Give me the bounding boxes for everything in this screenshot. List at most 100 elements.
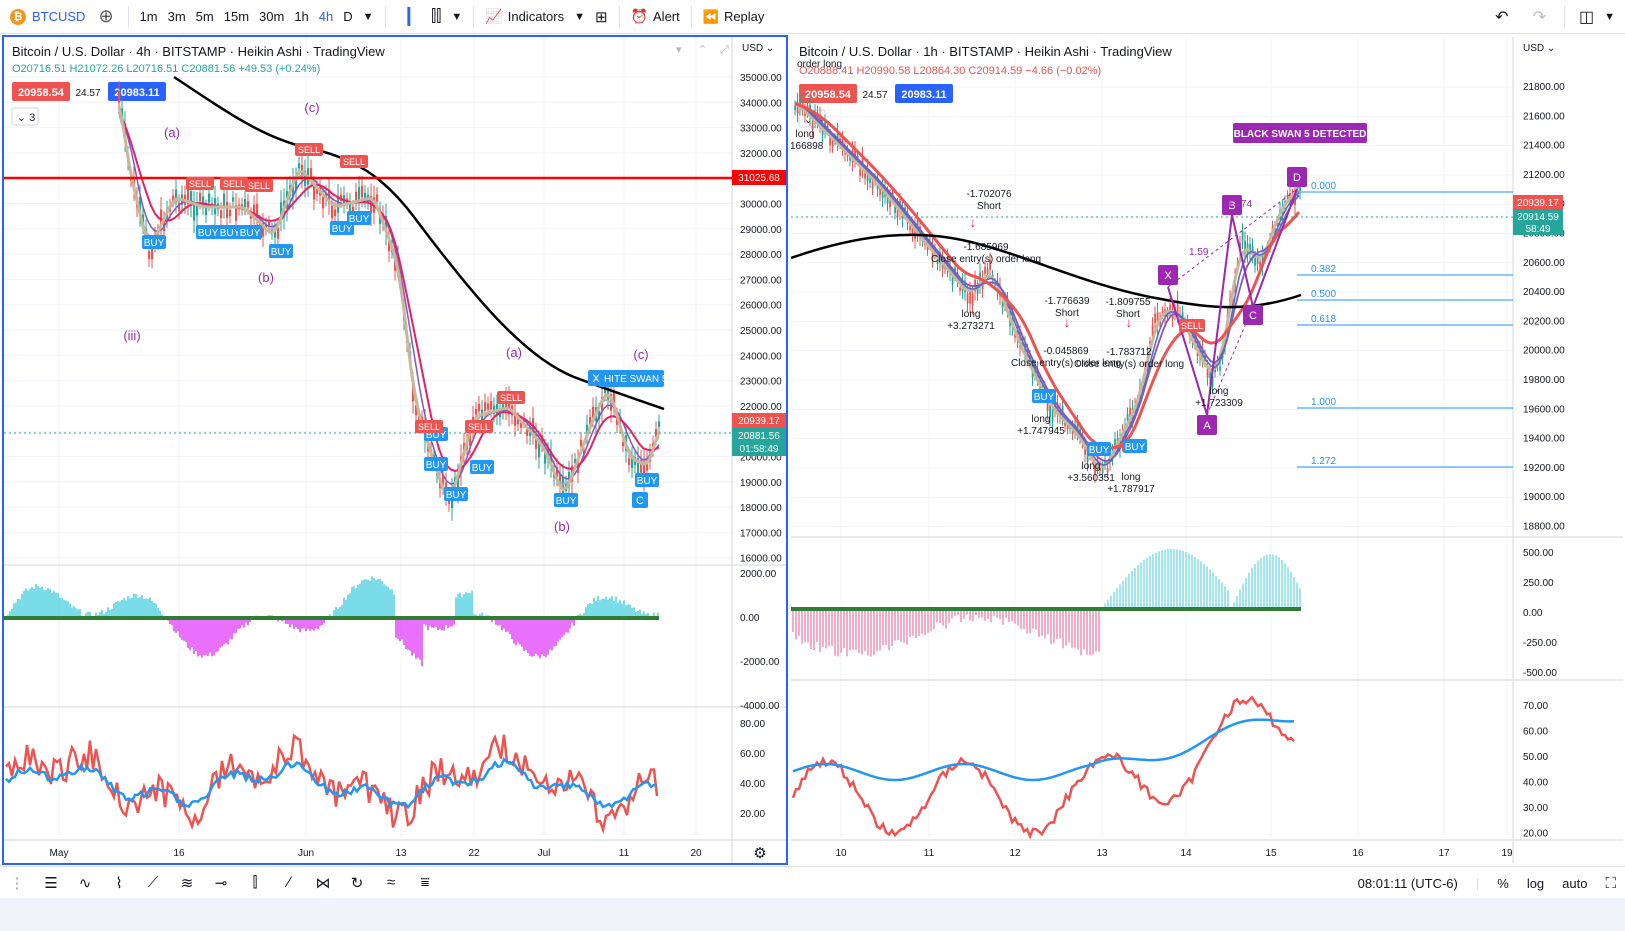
timer-label: 01:58:49 (740, 444, 779, 455)
layout-dropdown-icon[interactable]: ▼ (1604, 10, 1615, 23)
interval-1h[interactable]: 1h (294, 9, 309, 24)
indicators-button[interactable]: 📈 Indicators (480, 0, 569, 34)
price-tick: 21600.00 (1523, 111, 1565, 122)
candle-body (265, 223, 268, 230)
compare-add-icon[interactable]: ⊕ (98, 6, 114, 26)
candle-body (160, 209, 163, 227)
candle-body (277, 227, 280, 239)
trade-annotation-tag: +1.723309 (1195, 398, 1243, 409)
candle-body (637, 458, 640, 474)
interval-3m[interactable]: 3m (167, 9, 186, 24)
interval-dropdown-icon[interactable]: ▼ (362, 10, 374, 23)
buy-signal-box (1087, 442, 1111, 456)
pattern-b-box (1222, 195, 1242, 215)
fib-label: 0.382 (1311, 264, 1336, 275)
trade-annotation-value: -1.702076 (966, 189, 1011, 200)
ema-red (118, 111, 660, 472)
rsi-slow (792, 718, 1295, 782)
bar-style-icon[interactable]: ▕▏ (396, 8, 422, 26)
buy-signal: BUY (472, 463, 493, 474)
buy-signal-box (444, 487, 468, 501)
chart-canvas-4h[interactable]: Bitcoin / U.S. Dollar · 4h · BITSTAMP · … (4, 37, 786, 863)
log-toggle[interactable]: log (1526, 875, 1545, 891)
candle-body (622, 442, 625, 447)
candle-body (358, 186, 361, 202)
candle-body (643, 460, 646, 479)
rsi-tick: 40.00 (1523, 778, 1548, 789)
layout-icon[interactable]: ⊞ (595, 8, 608, 26)
trend-tool-icon[interactable]: ⟋ (147, 874, 159, 891)
candle-body (1114, 439, 1116, 449)
clock-time[interactable]: 08:01:11 (UTC-6) (1357, 875, 1458, 891)
wave-label: (a) (506, 345, 522, 360)
trade-annotation-tag: Short (1116, 309, 1140, 320)
indicators-dropdown-icon[interactable]: ▼ (574, 10, 585, 23)
candle-body (235, 205, 238, 221)
chart-type-dropdown-icon[interactable]: ▼ (451, 10, 463, 23)
undo-icon[interactable]: ↶ (1495, 8, 1509, 26)
candle-body (811, 121, 814, 130)
chart-panel-1h[interactable]: Bitcoin / U.S. Dollar · 1h · BITSTAMP · … (789, 35, 1625, 865)
candle-body (864, 171, 866, 179)
fib-tool-icon[interactable]: ∿ (78, 874, 92, 892)
settings-lines-icon[interactable]: ⩸ (420, 874, 430, 891)
candle-body (388, 237, 391, 252)
interval-15m[interactable]: 15m (223, 9, 250, 24)
candle-type-icon[interactable]: ⫿⫿ (431, 7, 442, 25)
candle-body (1086, 450, 1089, 463)
interval-5m[interactable]: 5m (195, 9, 214, 24)
cycle-tool-icon[interactable]: ↻ (350, 874, 364, 892)
candle-body (794, 105, 796, 111)
pattern-b: B (1228, 200, 1235, 212)
candle-body (361, 185, 364, 198)
candle-body (1244, 240, 1246, 254)
interval-D[interactable]: D (343, 9, 353, 24)
candle-body (1256, 255, 1259, 265)
percent-toggle[interactable]: % (1497, 875, 1509, 891)
fullscreen-icon[interactable]: ⛶ (1605, 874, 1616, 892)
candle-body (334, 209, 337, 216)
drag-handle-icon[interactable]: ⋮ (9, 874, 25, 892)
interval-30m[interactable]: 30m (259, 9, 285, 24)
redo-icon[interactable]: ↷ (1532, 8, 1546, 26)
bars-tool-icon[interactable]: ⫿ (252, 874, 258, 891)
ray-tool-icon[interactable]: ∕ (287, 874, 291, 891)
time-tick: 13 (1096, 848, 1108, 859)
lines-tool-icon[interactable]: ☰ (44, 874, 58, 892)
candle-body (538, 442, 541, 458)
candle-body (292, 180, 295, 198)
candle-body (226, 201, 229, 218)
layout-split-icon[interactable]: ◫ (1578, 8, 1595, 26)
price-tick: 19400.00 (1523, 434, 1565, 445)
horizontal-line-icon[interactable]: ⊸ (214, 874, 228, 892)
candle-body (819, 114, 821, 125)
buy-signal-box (269, 244, 293, 258)
alert-button[interactable]: ⏰ Alert (626, 0, 685, 34)
interval-1m[interactable]: 1m (139, 9, 158, 24)
candle-body (658, 421, 661, 427)
chart-canvas-1h[interactable]: Bitcoin / U.S. Dollar · 1h · BITSTAMP · … (791, 37, 1625, 865)
interval-4h[interactable]: 4h (318, 9, 334, 24)
sep: | (1475, 875, 1480, 891)
candle-body (966, 293, 969, 304)
symbol-search[interactable]: ₿ BTCUSD (0, 0, 90, 34)
chart-panel-4h[interactable]: Bitcoin / U.S. Dollar · 4h · BITSTAMP · … (2, 35, 788, 865)
sell-signal-box (245, 179, 273, 192)
price-tick: 18000.00 (740, 503, 782, 514)
candle-body (196, 202, 199, 216)
auto-toggle[interactable]: auto (1562, 875, 1588, 891)
swan-box (598, 370, 664, 387)
channel-tool-icon[interactable]: ≋ (180, 874, 194, 892)
ma-blue (118, 113, 660, 492)
brush-tool-icon[interactable]: ≈ (386, 874, 396, 891)
price-tick: 21200.00 (1523, 170, 1565, 181)
candle-body (349, 202, 352, 213)
candle-body (454, 477, 457, 482)
price-tick: 19000.00 (1523, 492, 1565, 503)
candle-body (1211, 376, 1214, 387)
macd-tick: 0.00 (1523, 608, 1543, 619)
replay-button[interactable]: ⏪ Replay (698, 0, 770, 34)
xabcd-tool-icon[interactable]: ⋈ (315, 874, 331, 892)
buy-signal: BUY (446, 490, 467, 501)
pattern-tool-icon[interactable]: ⌇ (115, 874, 123, 892)
